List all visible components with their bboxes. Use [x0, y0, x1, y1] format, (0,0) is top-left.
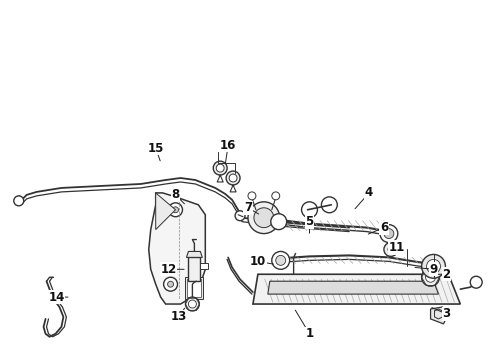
Text: 3: 3	[442, 307, 449, 320]
Circle shape	[185, 297, 199, 311]
Bar	[188, 257, 200, 281]
Text: 12: 12	[160, 263, 176, 276]
Circle shape	[167, 281, 173, 287]
Circle shape	[379, 225, 397, 243]
Bar	[185, 277, 203, 299]
Bar	[187, 279, 201, 297]
Circle shape	[383, 229, 393, 239]
Text: 6: 6	[379, 221, 387, 234]
Text: 10: 10	[249, 255, 265, 268]
Circle shape	[14, 196, 24, 206]
Circle shape	[225, 171, 240, 185]
Circle shape	[387, 247, 393, 252]
Circle shape	[421, 268, 439, 286]
Text: 5: 5	[305, 215, 313, 228]
Polygon shape	[148, 193, 205, 304]
Circle shape	[421, 255, 445, 278]
Circle shape	[247, 202, 279, 234]
Text: 9: 9	[428, 263, 437, 276]
Circle shape	[229, 174, 237, 182]
Circle shape	[172, 207, 178, 213]
Circle shape	[321, 197, 337, 213]
Text: 8: 8	[171, 188, 179, 201]
Circle shape	[163, 277, 177, 291]
Polygon shape	[186, 251, 202, 257]
Polygon shape	[155, 193, 175, 230]
Text: 4: 4	[364, 186, 372, 199]
Text: 15: 15	[147, 142, 163, 155]
Polygon shape	[429, 307, 447, 324]
Circle shape	[425, 272, 435, 282]
Circle shape	[469, 276, 481, 288]
Text: 13: 13	[170, 310, 186, 323]
Circle shape	[271, 251, 289, 269]
Polygon shape	[252, 274, 459, 304]
Text: 11: 11	[388, 241, 404, 254]
Circle shape	[213, 161, 226, 175]
Text: 2: 2	[442, 268, 449, 281]
Circle shape	[216, 164, 224, 172]
Circle shape	[426, 260, 440, 273]
Circle shape	[301, 202, 317, 218]
Circle shape	[247, 192, 255, 200]
Polygon shape	[267, 281, 438, 294]
Circle shape	[168, 203, 182, 217]
Text: 1: 1	[305, 327, 313, 340]
Text: 14: 14	[48, 291, 64, 303]
Circle shape	[188, 300, 196, 308]
Circle shape	[235, 211, 244, 221]
Text: 7: 7	[244, 201, 251, 214]
Bar	[200, 264, 208, 269]
Text: 16: 16	[220, 139, 236, 152]
Circle shape	[275, 255, 285, 265]
Circle shape	[253, 208, 273, 228]
Circle shape	[383, 243, 397, 256]
Circle shape	[271, 192, 279, 200]
Circle shape	[270, 214, 286, 230]
